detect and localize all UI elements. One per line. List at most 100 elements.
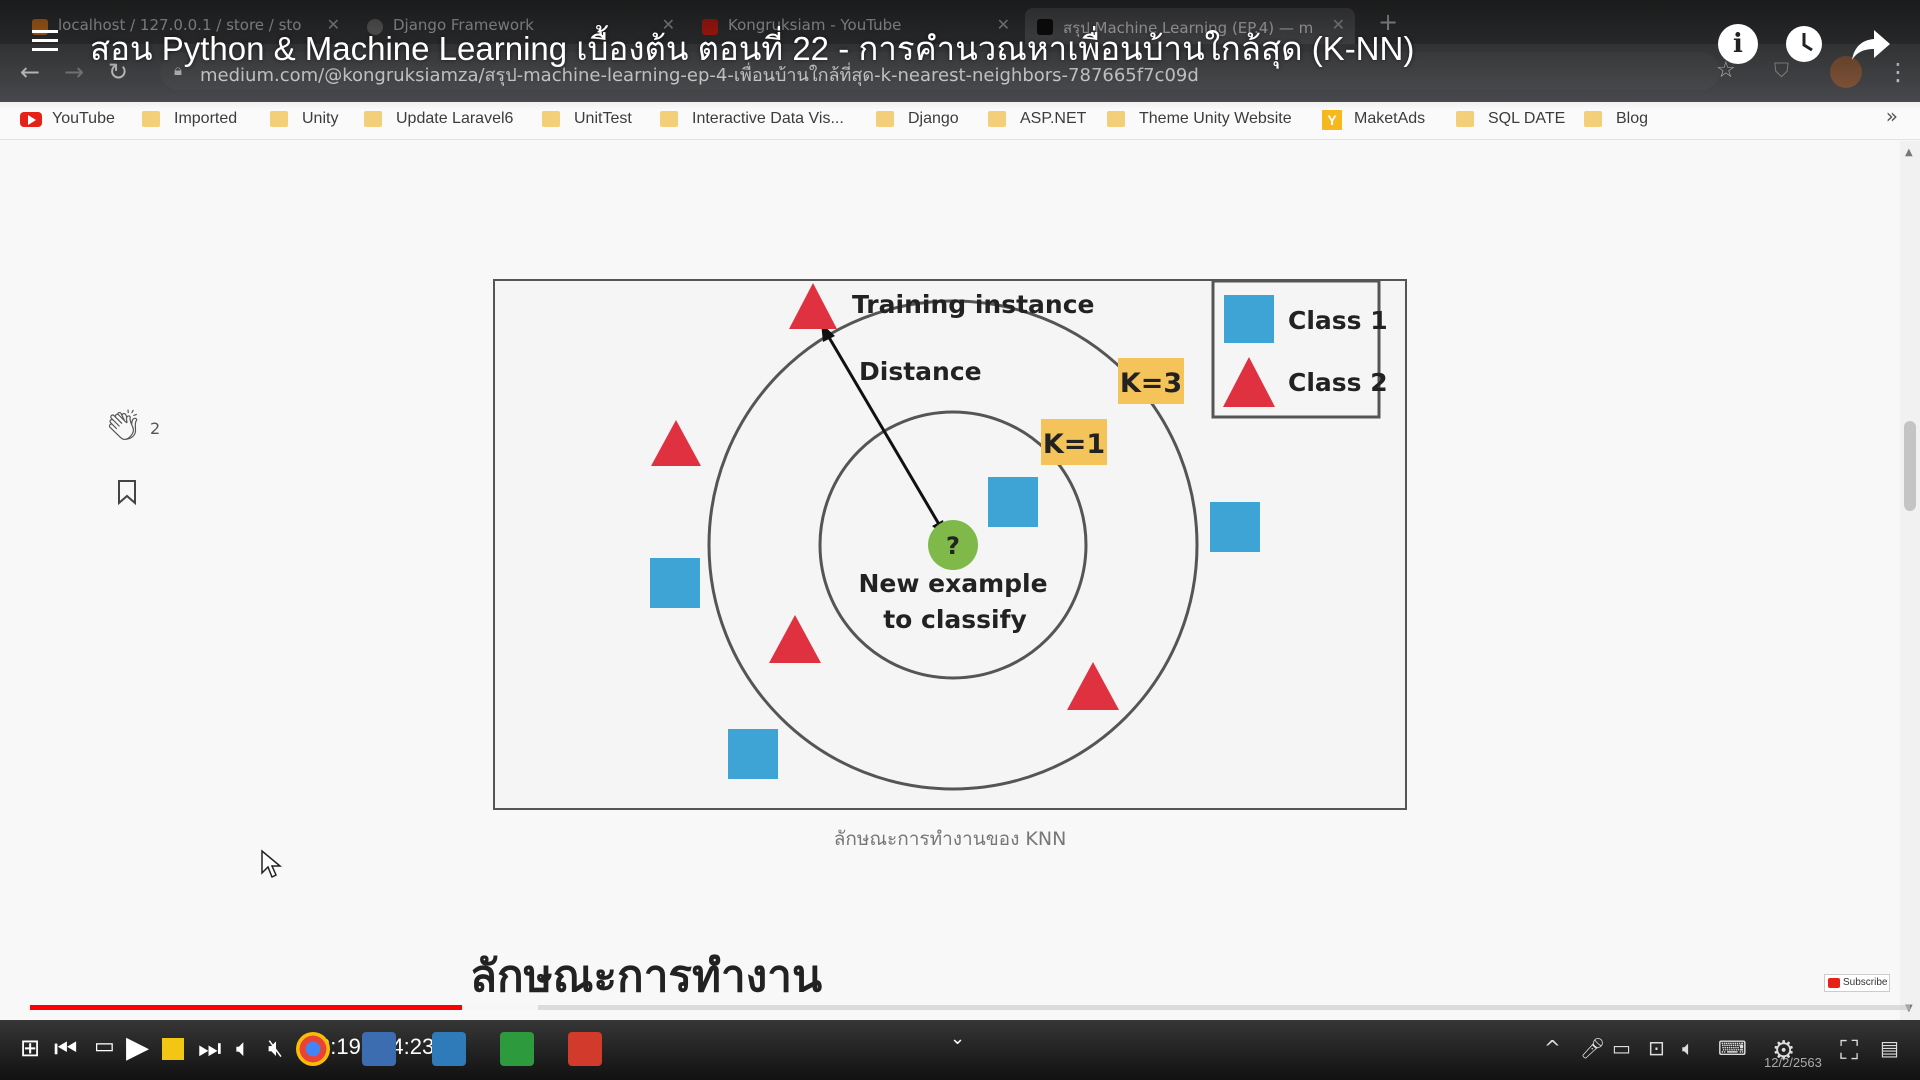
camtasia-red-taskbar-icon[interactable] xyxy=(568,1032,602,1066)
bookmark-theme-unity-website[interactable]: Theme Unity Website xyxy=(1107,110,1292,128)
speaker-muted-icon[interactable]: 🔈︎ xyxy=(1682,1036,1694,1060)
y-icon: Y xyxy=(1322,110,1342,130)
mouse-cursor-icon xyxy=(261,849,283,879)
exit-fullscreen-icon[interactable]: ⛶ xyxy=(1840,1036,1859,1066)
keyboard-icon[interactable]: ⌨︎ xyxy=(1718,1036,1747,1060)
scrollbar-thumb[interactable] xyxy=(1904,421,1916,511)
bookmark-update-laravel6[interactable]: Update Laravel6 xyxy=(364,110,513,128)
bookmark-unittest[interactable]: UnitTest xyxy=(542,110,632,128)
class2-triangle xyxy=(1067,662,1119,710)
bookmark-label: Django xyxy=(908,110,959,127)
bookmark-unity[interactable]: Unity xyxy=(270,110,338,128)
bookmark-label: Blog xyxy=(1616,110,1649,127)
bookmarks-overflow-icon[interactable]: » xyxy=(1885,104,1898,128)
bookmark-maketads[interactable]: Y MaketAds xyxy=(1322,110,1426,130)
task-view-icon[interactable]: ▭ xyxy=(94,1034,115,1059)
class2-triangle xyxy=(769,615,821,663)
bookmark-aspnet[interactable]: ASP.NET xyxy=(988,110,1086,128)
bookmark-label: MaketAds xyxy=(1354,110,1426,127)
class2-triangle xyxy=(789,283,837,329)
share-arrow-icon[interactable] xyxy=(1850,26,1892,64)
watch-later-clock-icon[interactable] xyxy=(1784,24,1824,64)
class2-triangle xyxy=(651,420,701,466)
legend-class2-swatch xyxy=(1223,357,1275,407)
class1-square xyxy=(728,729,778,779)
folder-icon xyxy=(542,111,560,127)
chrome-taskbar-icon[interactable] xyxy=(296,1032,330,1066)
k3-badge xyxy=(1118,358,1184,404)
microphone-icon[interactable]: 🎤︎ xyxy=(1580,1036,1606,1060)
folder-icon xyxy=(270,111,288,127)
bookmark-label: YouTube xyxy=(52,110,115,127)
windows-start-icon[interactable]: ⊞ xyxy=(20,1034,41,1062)
page-scrollbar[interactable]: ▲ ▼ xyxy=(1900,141,1920,1021)
k1-label: K=1 xyxy=(1043,429,1105,460)
battery-icon[interactable]: ▭ xyxy=(1612,1036,1631,1060)
sticky-notes-app-icon[interactable] xyxy=(162,1038,184,1060)
folder-icon xyxy=(988,111,1006,127)
folder-icon xyxy=(1456,111,1474,127)
bookmark-label: Unity xyxy=(302,110,339,127)
youtube-icon xyxy=(20,112,42,127)
bookmark-label: Imported xyxy=(174,110,238,127)
notifications-icon[interactable]: ▤ xyxy=(1880,1036,1899,1060)
video-progress-bar[interactable] xyxy=(30,1005,1910,1010)
volume-icon[interactable]: 🔈︎ xyxy=(236,1034,251,1062)
distance-label: Distance xyxy=(859,357,982,386)
mute-icon[interactable]: 🔇︎ xyxy=(268,1034,284,1062)
bookmark-youtube[interactable]: YouTube xyxy=(20,110,115,128)
camtasia-green-taskbar-icon[interactable] xyxy=(500,1032,534,1066)
folder-icon xyxy=(1107,111,1125,127)
forward-arrow-icon[interactable]: → xyxy=(64,58,85,86)
info-icon[interactable]: i xyxy=(1718,24,1758,64)
figure-caption: ลักษณะการทำงานของ KNN xyxy=(833,828,1067,850)
bookmark-sql-date[interactable]: SQL DATE xyxy=(1456,110,1565,128)
back-arrow-icon[interactable]: ← xyxy=(20,58,41,86)
k1-boundary-circle xyxy=(818,410,1088,680)
scroll-up-arrow-icon[interactable]: ▲ xyxy=(1905,147,1913,158)
legend-class2-label: Class 2 xyxy=(1288,368,1388,397)
bookmark-django[interactable]: Django xyxy=(876,110,959,128)
next-track-icon[interactable]: ⏭︎ xyxy=(198,1034,222,1064)
file-explorer-taskbar-icon[interactable] xyxy=(362,1032,396,1066)
bookmark-save-icon[interactable] xyxy=(117,479,137,505)
legend-class1-swatch xyxy=(1224,295,1274,343)
taskbar-date: 12/2/2563 xyxy=(1764,1055,1822,1070)
bookmark-label: SQL DATE xyxy=(1488,110,1566,127)
new-example-label-line1: New example xyxy=(858,569,1047,598)
bookmark-label: Interactive Data Vis... xyxy=(692,110,844,127)
new-example-label-line2: to classify xyxy=(883,605,1027,634)
bookmark-blog[interactable]: Blog xyxy=(1584,110,1648,128)
playlist-menu-icon[interactable] xyxy=(32,30,64,58)
bookmark-label: Update Laravel6 xyxy=(396,110,514,127)
clap-icon[interactable]: 👏︎ xyxy=(104,408,143,443)
section-heading: ลักษณะการทำงาน xyxy=(470,951,823,1002)
play-icon[interactable]: ▶ xyxy=(126,1030,150,1065)
settings-gear-icon[interactable]: ⚙︎ xyxy=(1772,1036,1796,1066)
tray-chevron-up-icon[interactable]: ^ xyxy=(1544,1036,1561,1060)
bookmark-interactive-data-vis[interactable]: Interactive Data Vis... xyxy=(660,110,844,128)
vscode-taskbar-icon[interactable] xyxy=(432,1032,466,1066)
bookmark-imported[interactable]: Imported xyxy=(142,110,237,128)
query-point xyxy=(928,520,978,570)
subscribe-badge[interactable]: Subscribe xyxy=(1824,974,1890,992)
previous-track-icon[interactable]: ⏮︎ xyxy=(54,1034,78,1064)
k3-label: K=3 xyxy=(1120,368,1182,399)
chevron-down-icon[interactable]: ⌄ xyxy=(950,1028,966,1049)
folder-icon xyxy=(142,111,160,127)
folder-icon xyxy=(660,111,678,127)
distance-arrow xyxy=(825,333,942,527)
video-title[interactable]: สอน Python & Machine Learning เบื้องต้น … xyxy=(90,30,1415,67)
bookmark-label: Theme Unity Website xyxy=(1139,110,1292,127)
folder-icon xyxy=(876,111,894,127)
bookmark-label: UnitTest xyxy=(574,110,632,127)
folder-icon xyxy=(1584,111,1602,127)
bookmark-label: ASP.NET xyxy=(1020,110,1087,127)
clap-count: 2 xyxy=(150,419,161,438)
article-area: 👏︎ 2 ? New example to xyxy=(0,141,1900,1021)
training-instance-label: Training instance xyxy=(852,290,1094,319)
knn-diagram: ? New example to classify Training insta… xyxy=(493,279,1407,810)
network-icon[interactable]: ⊡ xyxy=(1648,1036,1665,1060)
k3-boundary-circle xyxy=(707,299,1199,791)
class1-square xyxy=(1210,502,1260,552)
